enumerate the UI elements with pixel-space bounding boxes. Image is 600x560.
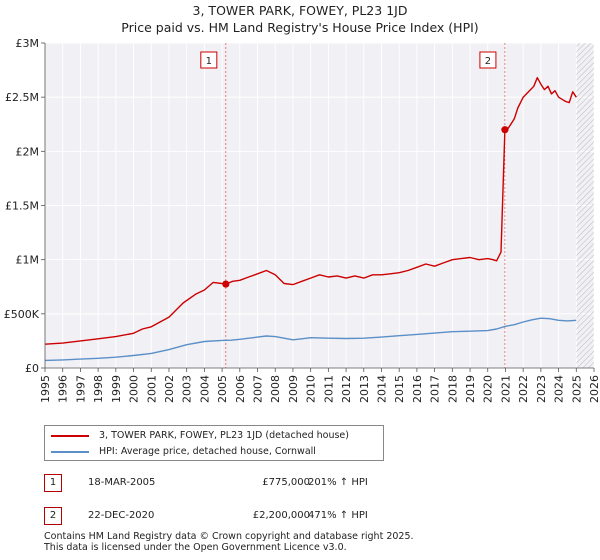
x-tick-label: 2023	[535, 375, 548, 403]
sale-point-2	[501, 126, 509, 134]
x-tick-label: 2010	[305, 375, 318, 403]
y-tick-label: £1.5M	[5, 200, 39, 213]
y-tick-label: £2.5M	[5, 91, 39, 104]
x-tick-label: 2018	[446, 375, 459, 403]
sale-label-2: 2	[485, 56, 491, 67]
x-tick-label: 2013	[358, 375, 371, 403]
sale-number-badge: 1	[44, 474, 62, 492]
x-tick-label: 2012	[340, 375, 353, 403]
footer-line-1: Contains HM Land Registry data © Crown c…	[44, 531, 414, 542]
sale-hpi-change: 471% ↑ HPI	[308, 510, 368, 521]
x-tick-label: 1998	[92, 375, 105, 403]
x-tick-label: 2008	[269, 375, 282, 403]
chart-title: 3, TOWER PARK, FOWEY, PL23 1JD	[192, 3, 408, 18]
x-tick-label: 2019	[464, 375, 477, 403]
sale-label-box-2	[479, 51, 497, 69]
sale-label-box-1	[200, 51, 218, 69]
series-line-property	[44, 76, 577, 345]
x-tick-label: 2004	[198, 375, 211, 403]
x-tick-label: 2001	[145, 375, 158, 403]
legend-item-hpi: HPI: Average price, detached house, Corn…	[51, 444, 316, 460]
sale-date: 22-DEC-2020	[88, 510, 155, 521]
x-tick-label: 1996	[57, 375, 70, 403]
sale-price: £775,000	[262, 477, 310, 488]
y-tick-label: £500K	[4, 308, 40, 321]
forecast-hatch	[576, 43, 594, 368]
x-tick-label: 2016	[411, 375, 424, 403]
footer-line-2: This data is licensed under the Open Gov…	[44, 542, 347, 553]
x-tick-label: 2000	[128, 375, 141, 403]
x-tick-label: 2002	[163, 375, 176, 403]
x-tick-label: 2014	[375, 375, 388, 403]
x-tick-label: 1995	[39, 375, 52, 403]
x-tick-label: 2009	[287, 375, 300, 403]
x-tick-label: 2026	[588, 375, 600, 403]
y-tick-label: £3M	[16, 37, 40, 50]
y-tick-label: £1M	[16, 254, 40, 267]
legend-label-property: 3, TOWER PARK, FOWEY, PL23 1JD (detached…	[99, 430, 349, 441]
y-tick-label: £0	[25, 362, 39, 375]
x-tick-label: 1997	[74, 375, 87, 403]
price-chart: 1 2 £0 £500K £1M £1.5M £2M £2.5M £3M 1995 1996 199…	[4, 37, 600, 403]
legend-swatch-hpi	[51, 450, 89, 453]
legend-label-hpi: HPI: Average price, detached house, Corn…	[99, 446, 316, 457]
legend-item-property: 3, TOWER PARK, FOWEY, PL23 1JD (detached…	[51, 428, 349, 444]
x-tick-label: 2003	[181, 375, 194, 403]
x-tick-label: 2022	[517, 375, 530, 403]
sale-point-1	[222, 280, 230, 288]
x-tick-label: 1999	[110, 375, 123, 403]
x-tick-label: 2007	[252, 375, 265, 403]
x-tick-label: 2011	[322, 375, 335, 403]
chart-subtitle: Price paid vs. HM Land Registry's House …	[121, 20, 479, 35]
x-tick-label: 2005	[216, 375, 229, 403]
legend: 3, TOWER PARK, FOWEY, PL23 1JD (detached…	[44, 425, 384, 461]
x-tick-label: 2021	[499, 375, 512, 403]
legend-swatch-property	[51, 434, 89, 437]
sale-date: 18-MAR-2005	[88, 477, 156, 488]
sale-label-1: 1	[206, 56, 212, 67]
chart-title-block: 3, TOWER PARK, FOWEY, PL23 1JD Price pai…	[0, 2, 600, 36]
y-tick-label: £2M	[16, 145, 40, 158]
x-tick-label: 2024	[553, 375, 566, 403]
sale-number-badge: 2	[44, 507, 62, 525]
x-tick-label: 2017	[429, 375, 442, 403]
series-line-hpi	[44, 317, 577, 362]
x-tick-label: 2020	[482, 375, 495, 403]
x-tick-label: 2025	[570, 375, 583, 403]
x-tick-label: 2015	[393, 375, 406, 403]
sale-price: £2,200,000	[252, 510, 310, 521]
x-tick-label: 2006	[234, 375, 247, 403]
footer: Contains HM Land Registry data © Crown c…	[44, 531, 414, 553]
sale-hpi-change: 201% ↑ HPI	[308, 477, 368, 488]
